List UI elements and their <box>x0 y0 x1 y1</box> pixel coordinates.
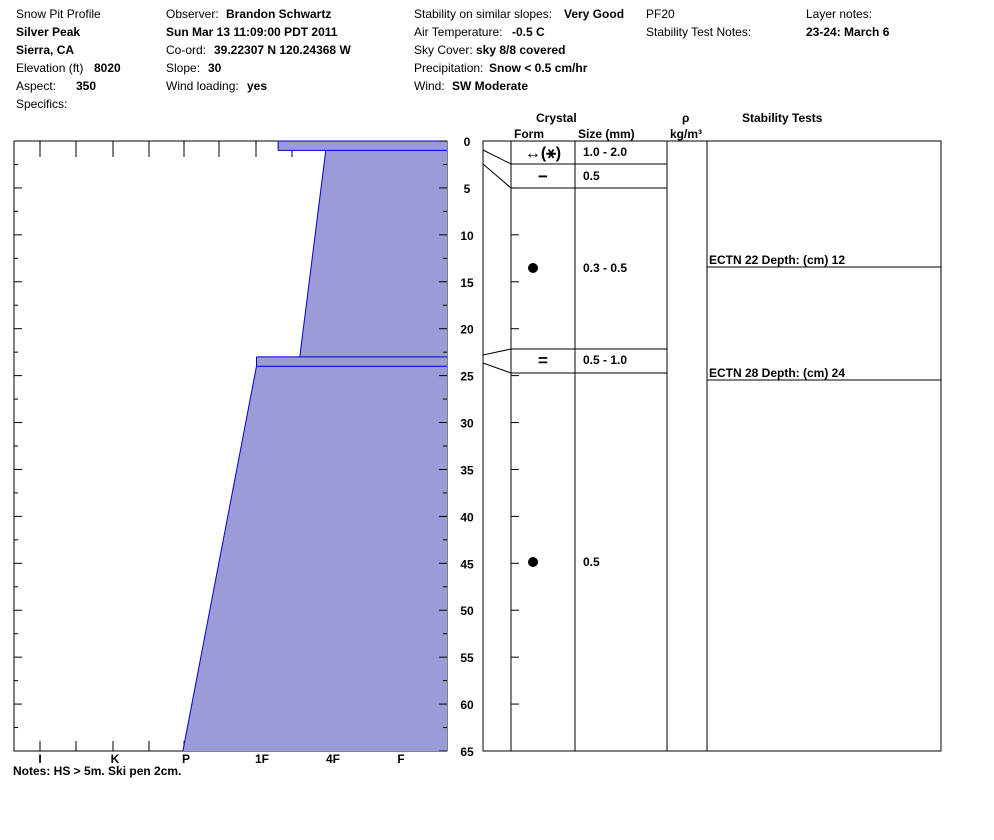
sky-cover-value: sky 8/8 covered <box>476 43 566 57</box>
hardness-outline-segment <box>182 366 257 752</box>
wind-loading-label: Wind loading: <box>166 79 239 93</box>
hardness-tick-label: I <box>38 752 41 766</box>
slope-value: 30 <box>208 61 222 75</box>
rounded-grain-icon <box>528 557 538 567</box>
stability-tests-header: Stability Tests <box>742 111 823 125</box>
hardness-tick-label: K <box>111 752 120 766</box>
grain-size-label: 0.5 <box>583 555 600 569</box>
aspect-value: 350 <box>76 79 97 93</box>
depth-tick-label: 10 <box>460 229 474 243</box>
hardness-profile-fill <box>182 141 447 751</box>
air-temp-value: -0.5 C <box>512 25 545 39</box>
layer-connector-line <box>482 348 512 356</box>
aspect-label: Aspect: <box>16 79 57 93</box>
density-unit-header: kg/m³ <box>670 127 703 141</box>
hardness-tick-label: F <box>397 752 404 766</box>
precip-value: Snow < 0.5 cm/hr <box>489 61 588 75</box>
stability-label: Stability on similar slopes: <box>414 7 553 21</box>
elevation-label: Elevation (ft) <box>16 61 84 75</box>
air-temp-label: Air Temperature: <box>414 25 503 39</box>
hardness-tick-label: 1F <box>255 752 269 766</box>
elevation-value: 8020 <box>94 61 121 75</box>
rounded-grain-icon <box>528 263 538 273</box>
depth-tick-label: 55 <box>460 651 474 665</box>
coord-label: Co-ord: <box>166 43 207 57</box>
depth-tick-label: 5 <box>464 182 471 196</box>
observation-datetime: Sun Mar 13 11:09:00 PDT 2011 <box>166 25 338 39</box>
layer-notes-label: Layer notes: <box>806 7 873 21</box>
depth-tick-label: 15 <box>460 276 474 290</box>
grain-form-icon: ↔(⚹) <box>525 145 561 162</box>
grain-size-label: 0.3 - 0.5 <box>583 261 627 275</box>
depth-tick-label: 25 <box>460 370 474 384</box>
crystal-table-frame <box>482 140 942 752</box>
region-name: Sierra, CA <box>16 43 75 57</box>
wind-loading-value: yes <box>247 79 268 93</box>
depth-tick-label: 0 <box>464 135 471 149</box>
location-name: Silver Peak <box>16 25 81 39</box>
depth-tick-label: 20 <box>460 323 474 337</box>
observer-value: Brandon Schwartz <box>226 7 332 21</box>
grain-form-icon: − <box>538 167 548 186</box>
observer-label: Observer: <box>166 7 219 21</box>
rho-header: ρ <box>682 111 690 125</box>
depth-tick-label: 30 <box>460 417 474 431</box>
hardness-tick-label: P <box>182 752 190 766</box>
layer-connector-line <box>482 163 512 189</box>
stability-test-label: ECTN 28 Depth: (cm) 24 <box>709 366 845 380</box>
stability-test-label: ECTN 22 Depth: (cm) 12 <box>709 253 845 267</box>
stability-notes-label: Stability Test Notes: <box>646 25 752 39</box>
layer-connector-line <box>482 149 512 165</box>
depth-tick-label: 65 <box>460 745 474 759</box>
wind-label: Wind: <box>414 79 445 93</box>
depth-tick-label: 45 <box>460 557 474 571</box>
specifics-label: Specifics: <box>16 97 68 111</box>
size-header: Size (mm) <box>578 127 635 141</box>
profile-title: Snow Pit Profile <box>16 7 101 21</box>
sky-cover-label: Sky Cover: <box>414 43 473 57</box>
precip-label: Precipitation: <box>414 61 484 75</box>
pf-value: PF20 <box>646 7 675 21</box>
depth-tick-label: 35 <box>460 463 474 477</box>
layer-notes-value: 23-24: March 6 <box>806 25 890 39</box>
coord-value: 39.22307 N 120.24368 W <box>214 43 351 57</box>
stability-value: Very Good <box>564 7 625 21</box>
wind-value: SW Moderate <box>452 79 529 93</box>
grain-size-label: 0.5 <box>583 169 600 183</box>
depth-tick-label: 60 <box>460 698 474 712</box>
grain-size-label: 0.5 - 1.0 <box>583 353 627 367</box>
depth-tick-label: 50 <box>460 604 474 618</box>
form-header: Form <box>514 127 544 141</box>
grain-form-icon: = <box>538 351 548 370</box>
grain-size-label: 1.0 - 2.0 <box>583 145 627 159</box>
profile-notes: Notes: HS > 5m. Ski pen 2cm. <box>13 764 182 778</box>
crystal-header: Crystal <box>536 111 577 125</box>
hardness-outline-segment <box>299 150 327 357</box>
hardness-tick-label: 4F <box>326 752 340 766</box>
slope-label: Slope: <box>166 61 201 75</box>
layer-connector-line <box>482 362 512 374</box>
depth-tick-label: 40 <box>460 510 474 524</box>
